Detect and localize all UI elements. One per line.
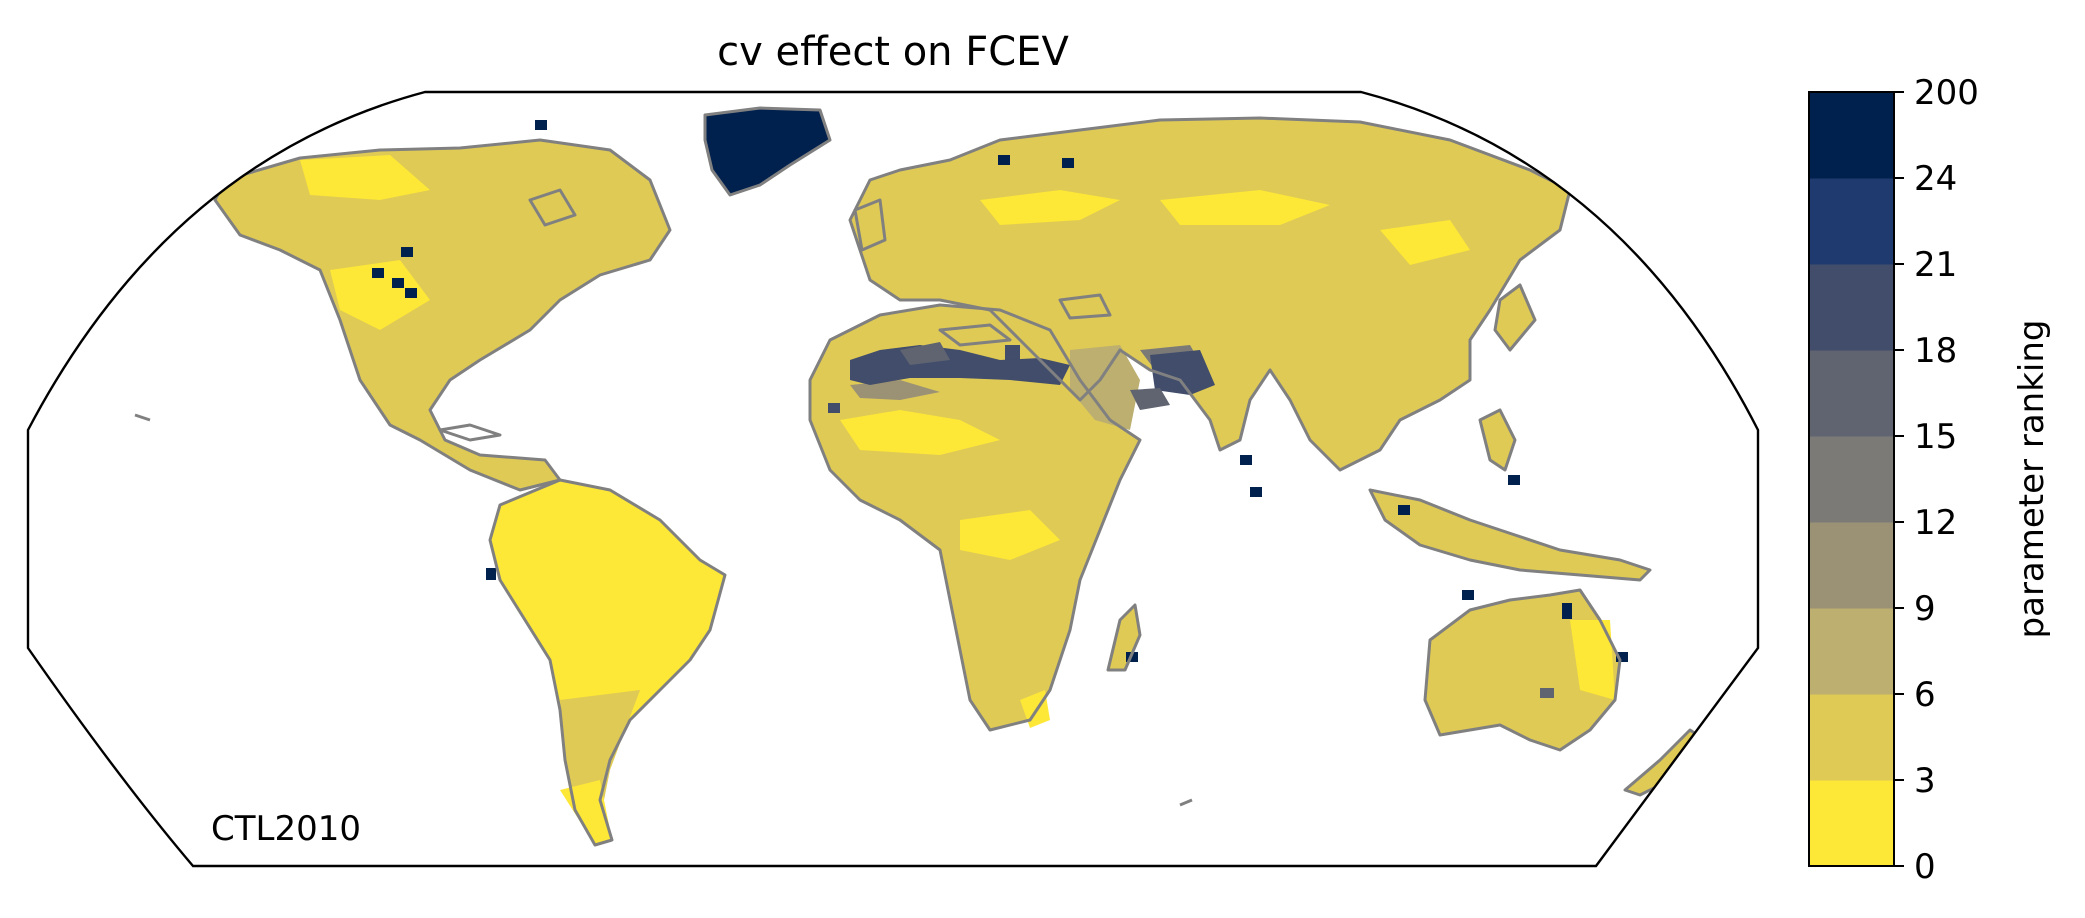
colorbar-bin-9-12 (1809, 522, 1894, 609)
colorbar-bin-0-3 (1809, 780, 1894, 867)
high-ranking-band (828, 342, 1554, 698)
japan (1495, 285, 1535, 350)
land-layer (134, 106, 1707, 847)
map-panel: CTL2010 (26, 90, 1760, 868)
colorbar-tick-label: 3 (1914, 761, 1936, 801)
colorbar-tick-label: 6 (1914, 675, 1936, 715)
colorbar-tick-label: 24 (1914, 159, 1957, 199)
colorbar: 0 3 6 9 12 15 18 21 24 200 parameter ranking (1808, 73, 2052, 887)
colorbar-bin-24-200 (1809, 92, 1894, 179)
british-isles (855, 200, 885, 250)
colorbar-bin-15-18 (1809, 350, 1894, 437)
colorbar-label: parameter ranking (2012, 320, 2052, 639)
greenland (705, 108, 830, 195)
colorbar-bins (1809, 92, 1894, 867)
colorbar-bin-12-15 (1809, 436, 1894, 523)
colorbar-tick-label: 9 (1914, 589, 1936, 629)
australia (1425, 590, 1620, 750)
colorbar-tick-label: 15 (1914, 417, 1957, 457)
north-america (215, 140, 670, 490)
coastlines (134, 106, 1707, 847)
panel-label: CTL2010 (211, 809, 361, 849)
chart-title: cv effect on FCEV (717, 29, 1069, 75)
new-zealand (1625, 730, 1705, 795)
maritime-islands (1370, 490, 1650, 580)
colorbar-bin-3-6 (1809, 694, 1894, 781)
colorbar-tick-label: 0 (1914, 847, 1936, 887)
colorbar-tick-label: 21 (1914, 245, 1957, 285)
colorbar-tick-label: 200 (1914, 73, 1979, 113)
colorbar-frame (1808, 91, 1895, 867)
colorbar-bin-21-24 (1809, 178, 1894, 265)
colorbar-tick-label: 12 (1914, 503, 1957, 543)
map-frame (26, 90, 1760, 868)
colorbar-bin-18-21 (1809, 264, 1894, 351)
south-america (490, 480, 725, 845)
colorbar-ticks: 0 3 6 9 12 15 18 21 24 200 (1894, 73, 1979, 887)
colorbar-tick-label: 18 (1914, 331, 1957, 371)
colorbar-bin-6-9 (1809, 608, 1894, 695)
madagascar (1108, 605, 1140, 670)
